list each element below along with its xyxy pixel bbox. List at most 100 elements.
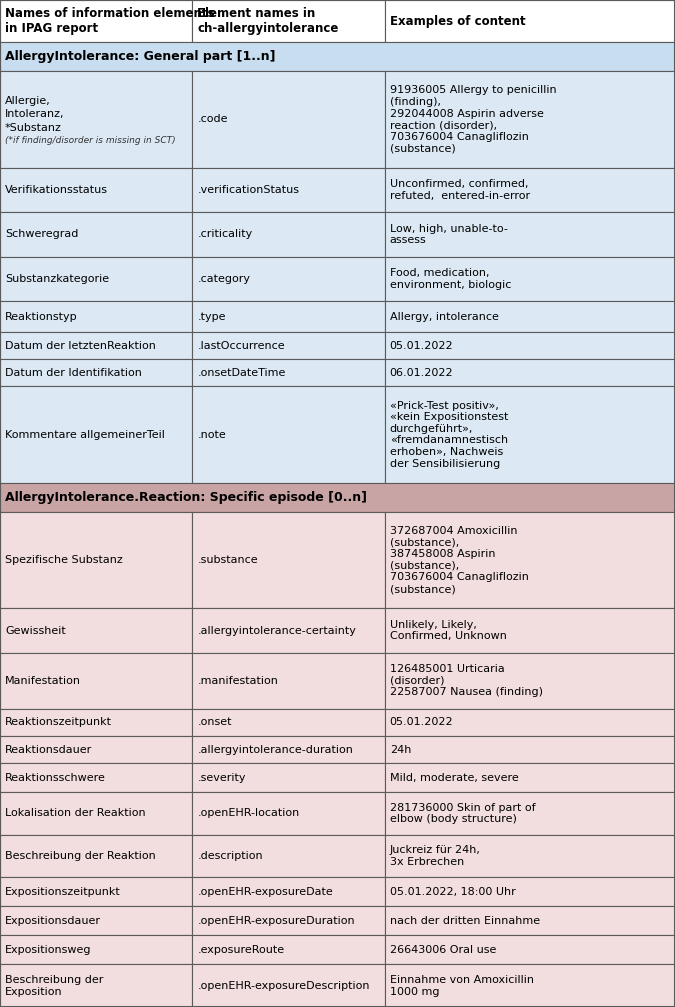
Text: .criticality: .criticality: [197, 230, 252, 240]
Text: .allergyintolerance-duration: .allergyintolerance-duration: [197, 744, 353, 754]
Bar: [385, 653, 675, 709]
Bar: [192, 301, 385, 332]
Bar: [0, 257, 192, 301]
Text: Kommentare allgemeinerTeil: Kommentare allgemeinerTeil: [5, 430, 165, 440]
Bar: [192, 359, 385, 387]
Text: .type: .type: [197, 312, 226, 321]
Bar: [0, 965, 192, 1007]
Text: 26643006 Oral use: 26643006 Oral use: [389, 945, 496, 955]
Bar: [0, 512, 192, 608]
Text: Low, high, unable-to-
assess: Low, high, unable-to- assess: [389, 224, 508, 246]
Bar: [0, 709, 192, 736]
Text: AllergyIntolerance: General part [1..n]: AllergyIntolerance: General part [1..n]: [5, 50, 275, 63]
Text: Examples of content: Examples of content: [389, 15, 525, 27]
Bar: [192, 653, 385, 709]
Bar: [192, 877, 385, 906]
Text: Reaktionsdauer: Reaktionsdauer: [5, 744, 92, 754]
Bar: [192, 0, 385, 42]
Bar: [0, 763, 192, 793]
Text: Beschreibung der
Exposition: Beschreibung der Exposition: [5, 975, 103, 997]
Bar: [385, 877, 675, 906]
Bar: [385, 936, 675, 965]
Bar: [385, 608, 675, 653]
Bar: [385, 736, 675, 763]
Text: AllergyIntolerance.Reaction: Specific episode [0..n]: AllergyIntolerance.Reaction: Specific ep…: [5, 490, 367, 504]
Text: 05.01.2022, 18:00 Uhr: 05.01.2022, 18:00 Uhr: [389, 887, 516, 897]
Text: .verificationStatus: .verificationStatus: [197, 185, 300, 195]
Text: 281736000 Skin of part of
elbow (body structure): 281736000 Skin of part of elbow (body st…: [389, 803, 535, 825]
Text: .substance: .substance: [197, 555, 258, 565]
Bar: [192, 736, 385, 763]
Text: Mild, moderate, severe: Mild, moderate, severe: [389, 772, 518, 782]
Text: Names of information elements
in IPAG report: Names of information elements in IPAG re…: [5, 7, 215, 35]
Bar: [192, 965, 385, 1007]
Bar: [385, 793, 675, 835]
Bar: [0, 42, 675, 71]
Bar: [385, 906, 675, 936]
Bar: [385, 0, 675, 42]
Text: 24h: 24h: [389, 744, 411, 754]
Text: Substanzkategorie: Substanzkategorie: [5, 274, 109, 284]
Bar: [385, 709, 675, 736]
Bar: [192, 936, 385, 965]
Bar: [385, 965, 675, 1007]
Text: Einnahme von Amoxicillin
1000 mg: Einnahme von Amoxicillin 1000 mg: [389, 975, 534, 997]
Text: .manifestation: .manifestation: [197, 676, 278, 686]
Text: .code: .code: [197, 115, 228, 125]
Bar: [385, 387, 675, 483]
Text: Reaktionsschwere: Reaktionsschwere: [5, 772, 106, 782]
Text: .lastOccurrence: .lastOccurrence: [197, 340, 285, 350]
Text: Reaktionstyp: Reaktionstyp: [5, 312, 78, 321]
Bar: [385, 212, 675, 257]
Bar: [192, 793, 385, 835]
Bar: [0, 212, 192, 257]
Bar: [0, 332, 192, 359]
Text: Manifestation: Manifestation: [5, 676, 81, 686]
Bar: [0, 387, 192, 483]
Bar: [0, 359, 192, 387]
Text: 05.01.2022: 05.01.2022: [389, 717, 454, 727]
Text: *Substanz: *Substanz: [5, 123, 62, 133]
Bar: [385, 257, 675, 301]
Text: 372687004 Amoxicillin
(substance),
387458008 Aspirin
(substance),
703676004 Cana: 372687004 Amoxicillin (substance), 38745…: [389, 526, 529, 594]
Bar: [0, 835, 192, 877]
Text: Allergie,: Allergie,: [5, 96, 51, 106]
Bar: [0, 653, 192, 709]
Bar: [0, 301, 192, 332]
Bar: [192, 167, 385, 212]
Text: Expositionsweg: Expositionsweg: [5, 945, 92, 955]
Bar: [0, 793, 192, 835]
Bar: [192, 512, 385, 608]
Text: .onsetDateTime: .onsetDateTime: [197, 368, 286, 378]
Bar: [192, 387, 385, 483]
Text: Gewissheit: Gewissheit: [5, 625, 65, 635]
Text: .openEHR-exposureDate: .openEHR-exposureDate: [197, 887, 333, 897]
Text: Expositionsdauer: Expositionsdauer: [5, 915, 101, 925]
Bar: [192, 71, 385, 167]
Text: «Prick-Test positiv»,
«kein Expositionstest
durchgeführt»,
«fremdanamnestisch
er: «Prick-Test positiv», «kein Expositionst…: [389, 401, 508, 468]
Bar: [192, 835, 385, 877]
Text: .onset: .onset: [197, 717, 232, 727]
Bar: [0, 483, 675, 512]
Bar: [385, 71, 675, 167]
Bar: [0, 906, 192, 936]
Bar: [0, 71, 192, 167]
Bar: [192, 709, 385, 736]
Text: Schweregrad: Schweregrad: [5, 230, 78, 240]
Bar: [385, 301, 675, 332]
Bar: [385, 359, 675, 387]
Bar: [0, 936, 192, 965]
Text: (*if finding/disorder is missing in SCT): (*if finding/disorder is missing in SCT): [5, 136, 176, 145]
Bar: [385, 512, 675, 608]
Bar: [192, 906, 385, 936]
Bar: [385, 167, 675, 212]
Bar: [0, 0, 192, 42]
Bar: [0, 877, 192, 906]
Text: Lokalisation der Reaktion: Lokalisation der Reaktion: [5, 809, 146, 819]
Bar: [192, 257, 385, 301]
Text: .openEHR-exposureDescription: .openEHR-exposureDescription: [197, 981, 370, 991]
Text: Allergy, intolerance: Allergy, intolerance: [389, 312, 499, 321]
Text: .description: .description: [197, 851, 263, 861]
Text: Food, medication,
environment, biologic: Food, medication, environment, biologic: [389, 268, 511, 290]
Text: Reaktionszeitpunkt: Reaktionszeitpunkt: [5, 717, 112, 727]
